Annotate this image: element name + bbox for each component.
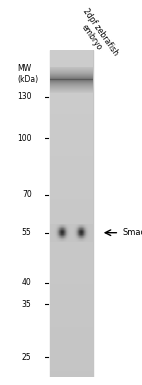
Text: 2dpf zebrafish
embryo: 2dpf zebrafish embryo — [72, 7, 120, 63]
Text: 55: 55 — [22, 228, 32, 237]
Text: MW
(kDa): MW (kDa) — [18, 64, 39, 84]
Text: 40: 40 — [22, 278, 32, 288]
Text: 25: 25 — [22, 353, 32, 362]
Text: 70: 70 — [22, 190, 32, 199]
Text: 100: 100 — [17, 134, 32, 143]
Bar — [50, 50, 93, 377]
Text: 35: 35 — [22, 300, 32, 308]
Text: Smad5: Smad5 — [123, 228, 142, 237]
Text: 130: 130 — [17, 92, 32, 102]
